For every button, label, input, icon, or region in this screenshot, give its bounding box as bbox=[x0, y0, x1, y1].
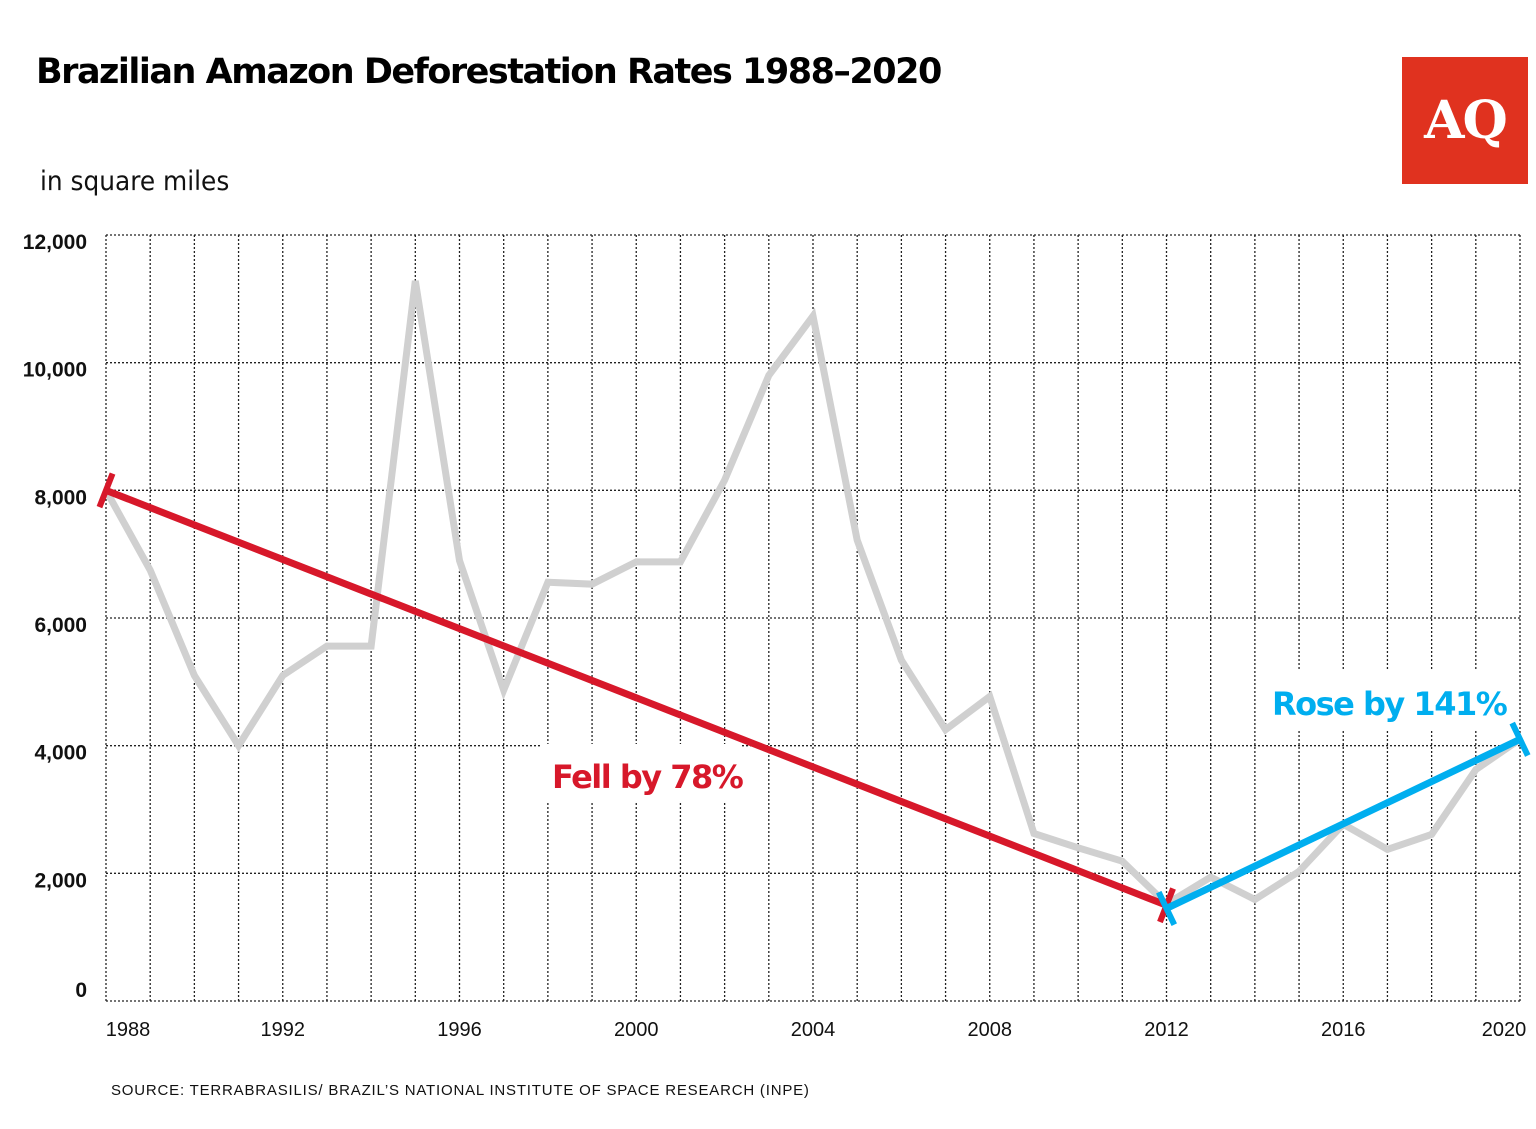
x-tick-label: 1992 bbox=[261, 1019, 306, 1041]
aq-logo: AQ bbox=[1402, 57, 1528, 184]
x-tick-label: 1988 bbox=[106, 1019, 151, 1041]
y-tick-label: 0 bbox=[75, 979, 87, 1002]
x-tick-label: 2000 bbox=[614, 1019, 659, 1041]
source-note: SOURCE: TERRABRASILIS/ BRAZIL’S NATIONAL… bbox=[111, 1082, 810, 1099]
y-tick-label: 12,000 bbox=[23, 231, 87, 254]
y-tick-label: 10,000 bbox=[23, 359, 87, 382]
x-tick-label: 2008 bbox=[968, 1019, 1013, 1041]
y-axis-ticks: 0 2,000 4,000 6,000 8,000 10,000 12,000 bbox=[23, 231, 87, 1002]
y-tick-label: 4,000 bbox=[34, 742, 87, 765]
y-tick-label: 6,000 bbox=[34, 614, 87, 637]
annotations: Fell by 78% Rose by 141% bbox=[96, 472, 1531, 926]
x-tick-label: 2016 bbox=[1321, 1019, 1366, 1041]
trend-label: Fell by 78% bbox=[552, 758, 744, 796]
trend-line bbox=[104, 487, 1168, 909]
deforestation-line bbox=[102, 280, 1522, 909]
x-tick-label: 1996 bbox=[437, 1019, 482, 1041]
grid bbox=[105, 234, 1521, 1002]
trend-end-cap bbox=[1156, 890, 1177, 926]
x-axis-ticks: 1988 1992 1996 2000 2004 2008 2012 2016 2020 bbox=[106, 1019, 1527, 1041]
trend-end-cap bbox=[96, 472, 116, 509]
y-tick-label: 8,000 bbox=[34, 486, 87, 509]
chart-title: Brazilian Amazon Deforestation Rates 198… bbox=[36, 52, 942, 92]
series bbox=[102, 280, 1522, 909]
trend-line bbox=[1164, 736, 1522, 912]
y-tick-label: 2,000 bbox=[34, 869, 87, 892]
trend-label: Rose by 141% bbox=[1272, 685, 1508, 723]
y-axis-unit-label: in square miles bbox=[40, 166, 230, 197]
annotation-label-background bbox=[542, 744, 742, 802]
annotation-label-background bbox=[1262, 671, 1502, 729]
trend-end-cap bbox=[1509, 721, 1531, 757]
x-tick-label: 2004 bbox=[791, 1019, 836, 1041]
x-tick-label: 2012 bbox=[1144, 1019, 1189, 1041]
x-tick-label: 2020 bbox=[1482, 1019, 1527, 1041]
